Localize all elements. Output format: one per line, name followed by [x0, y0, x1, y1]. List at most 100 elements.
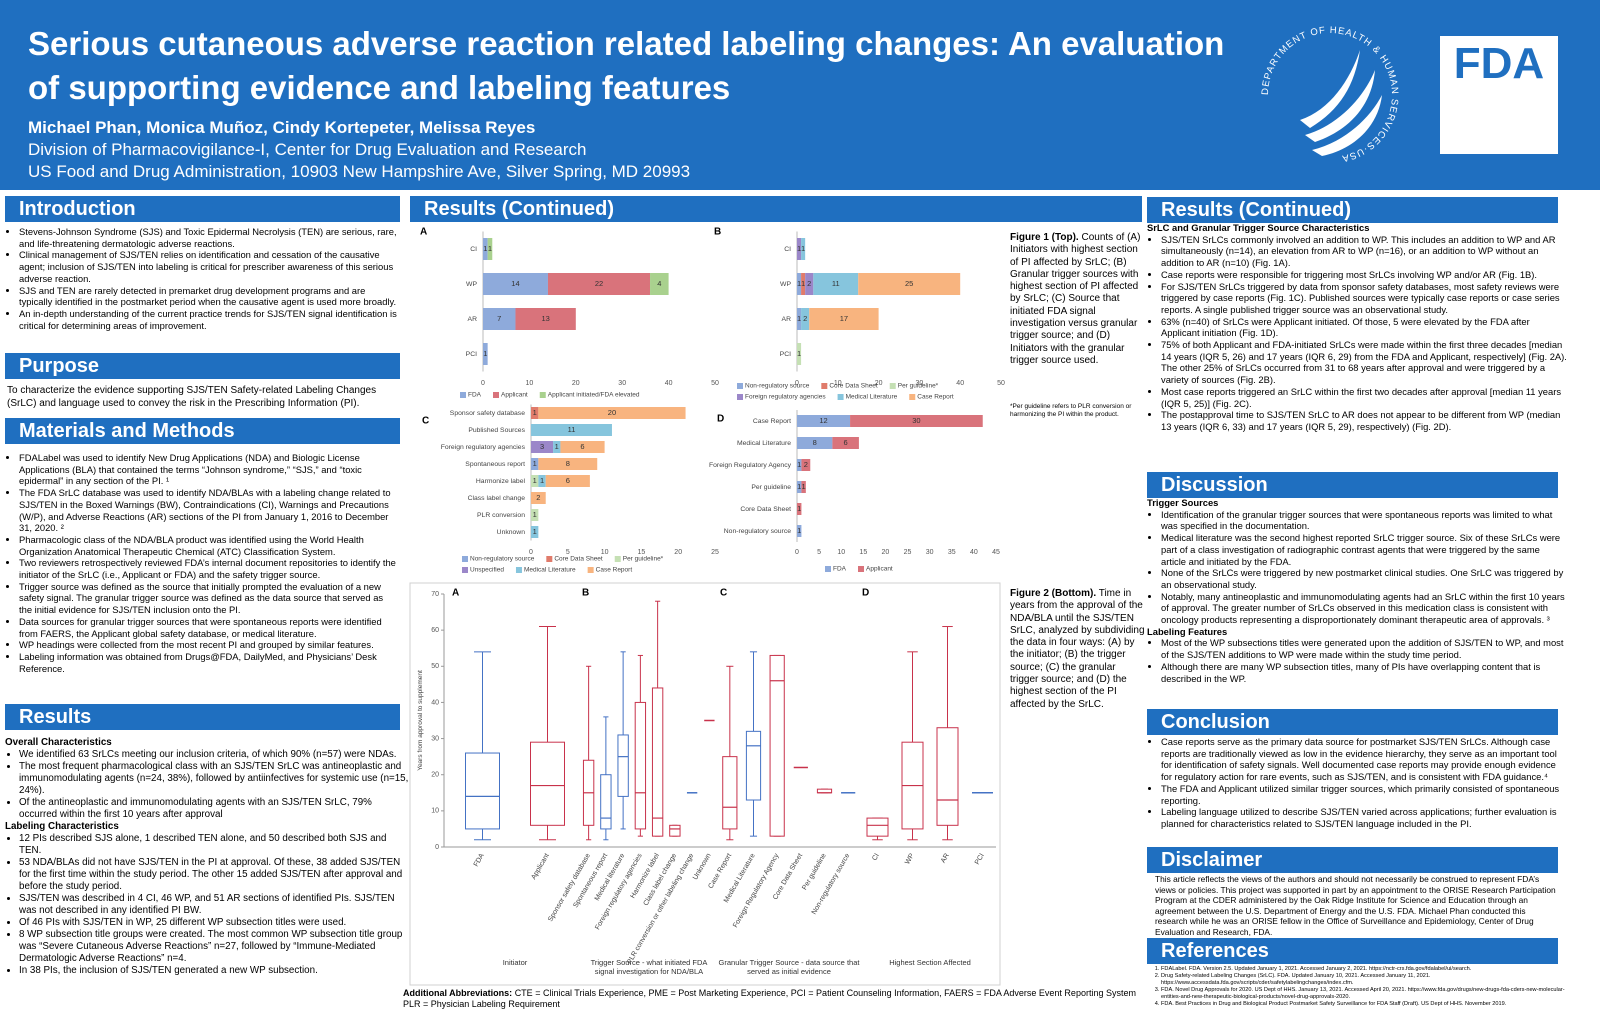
category-label: PLR conversion — [477, 512, 525, 519]
bar-segment — [483, 343, 488, 365]
seal-ring-text: DEPARTMENT OF HEALTH & HUMAN SERVICES·US… — [1260, 25, 1399, 164]
discussion: Trigger Sources Identification of the gr… — [1147, 497, 1567, 684]
x-tick-label: 40 — [970, 549, 978, 556]
y-tick-label: 40 — [431, 699, 439, 706]
results: Overall Characteristics We identified 63… — [5, 737, 409, 977]
legend-label: FDA — [468, 392, 482, 399]
panel-letter: D — [862, 588, 869, 599]
legend-swatch — [889, 383, 896, 389]
section-heading: Introduction — [5, 196, 400, 222]
bar-segment — [797, 437, 833, 449]
category-label: Unknown — [497, 529, 526, 536]
bar-segment — [483, 238, 488, 260]
bar-segment — [805, 273, 814, 295]
x-tick-label: 45 — [992, 549, 1000, 556]
value-label: 7 — [497, 314, 501, 323]
bar-segment — [515, 308, 576, 330]
x-tick-label: 0 — [795, 380, 799, 387]
list-item: Medical literature was the second highes… — [1161, 532, 1567, 567]
list-item: Stevens-Johnson Syndrome (SJS) and Toxic… — [19, 226, 397, 249]
value-label: 2 — [536, 493, 540, 502]
value-label: 11 — [568, 425, 576, 434]
legend-swatch — [737, 394, 743, 400]
value-label: 25 — [905, 279, 913, 288]
legend-swatch — [821, 383, 828, 389]
category-label: PCI — [466, 351, 477, 358]
list-item: Case reports serve as the primary data s… — [1161, 736, 1565, 783]
value-label: 2 — [804, 460, 808, 469]
bar-segment — [801, 459, 811, 471]
x-tick-label: 20 — [882, 549, 890, 556]
value-label: 30 — [912, 416, 920, 425]
list-item: 75% of both Applicant and FDA-initiated … — [1161, 339, 1567, 386]
x-tick-label: 0 — [529, 549, 533, 556]
box — [530, 741, 565, 826]
list-item: Labeling information was obtained from D… — [19, 651, 397, 674]
value-label: 13 — [541, 314, 549, 323]
x-tick-label: 20 — [674, 549, 682, 556]
bullet-list: Stevens-Johnson Syndrome (SJS) and Toxic… — [5, 226, 397, 331]
section-heading: Results (Continued) — [410, 196, 1142, 222]
category-label: CI — [470, 246, 477, 253]
box — [600, 774, 612, 830]
legend-swatch — [462, 556, 468, 562]
list-item: Data sources for granular trigger source… — [19, 616, 397, 639]
hhs-seal: DEPARTMENT OF HEALTH & HUMAN SERVICES·US… — [1260, 25, 1399, 164]
legend-label: Medical Literature — [524, 567, 576, 574]
value-label: 3 — [540, 442, 544, 451]
legend-label: Applicant initiated/FDA elevated — [548, 392, 640, 399]
list-item: Trigger source was defined as the source… — [19, 581, 397, 616]
bar-segment — [531, 407, 539, 419]
legend-swatch — [462, 567, 468, 573]
bar-segment — [832, 437, 859, 449]
bar-segment — [531, 424, 612, 436]
list-item: The FDA SrLC database was used to identi… — [19, 487, 397, 534]
list-item: FDA. Best Practices in Drug and Biologic… — [1161, 1001, 1565, 1008]
value-label: 6 — [580, 442, 584, 451]
legend-label: Applicant — [501, 392, 528, 399]
bullet-list: Most of the WP subsections titles were g… — [1147, 637, 1567, 684]
section-heading: Purpose — [5, 353, 400, 379]
affiliation: Division of Pharmacovigilance-I, Center … — [28, 140, 587, 159]
category-label: Spontaneous report — [465, 461, 525, 468]
y-tick-label: 30 — [431, 735, 439, 742]
category-label: CI — [871, 852, 881, 862]
bar-segment — [797, 415, 851, 427]
bar-segment — [797, 503, 802, 515]
value-label: 17 — [840, 314, 848, 323]
legend-swatch — [493, 392, 499, 398]
bar-segment — [813, 273, 859, 295]
list-item: Most of the WP subsections titles were g… — [1161, 637, 1567, 660]
category-label: WP — [904, 852, 916, 866]
section-heading: Disclaimer — [1147, 847, 1558, 873]
header: Serious cutaneous adverse reaction relat… — [0, 0, 1600, 190]
list-item: 8 WP subsection title groups were create… — [19, 929, 409, 965]
bar-segment — [801, 308, 810, 330]
list-item: Notably, many antineoplastic and immunom… — [1161, 591, 1567, 626]
x-tick-label: 10 — [837, 549, 845, 556]
references: FDALabel. FDA. Version 2.5. Updated Janu… — [1147, 966, 1565, 1008]
section-heading: Discussion — [1147, 472, 1558, 498]
x-tick-label: 20 — [875, 380, 883, 387]
abbreviations-text: CTE = Clinical Trials Experience, PME = … — [403, 988, 1136, 1009]
list-item: For SJS/TEN SrLCs triggered by data from… — [1161, 281, 1567, 316]
value-label: 1 — [797, 482, 801, 491]
address: US Food and Drug Administration, 10903 N… — [28, 162, 691, 181]
list-item: Two reviewers retrospectively reviewed F… — [19, 557, 397, 580]
panel-letter: B — [714, 227, 721, 238]
list-item: Case reports were responsible for trigge… — [1161, 269, 1567, 281]
legend-label: Case Report — [917, 394, 954, 401]
list-item: Of the antineoplastic and immunomodulati… — [19, 797, 409, 821]
box — [936, 727, 959, 826]
list-item: 12 PIs described SJS alone, 1 described … — [19, 833, 409, 857]
value-label: 6 — [566, 476, 570, 485]
bar-segment — [560, 441, 605, 453]
legend-label: Medical Literature — [846, 394, 898, 401]
legend-swatch — [737, 383, 743, 389]
legend-label: Applicant — [866, 566, 893, 573]
purpose-text: To characterize the evidence supporting … — [7, 385, 377, 409]
category-label: WP — [780, 281, 791, 288]
bar-segment — [538, 407, 686, 419]
value-label: 1 — [797, 349, 801, 358]
